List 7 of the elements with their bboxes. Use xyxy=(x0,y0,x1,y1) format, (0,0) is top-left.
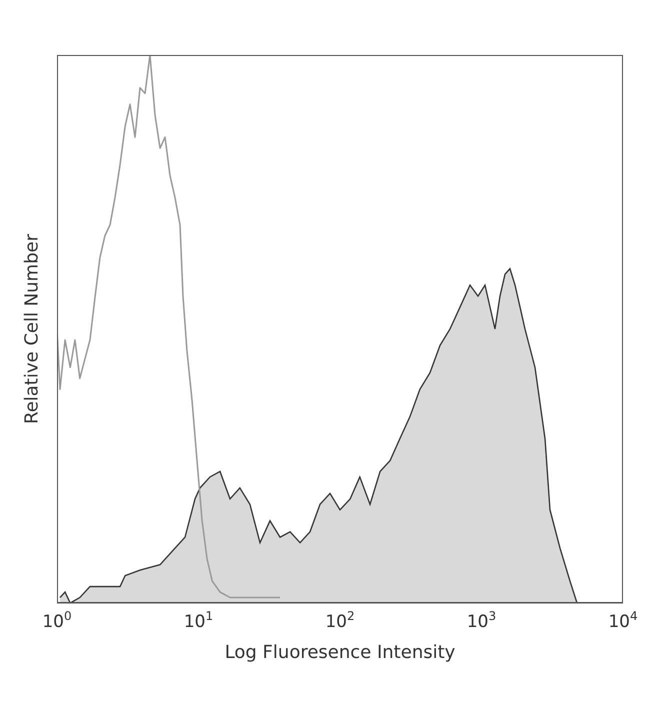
x-tick-label: 10$^{2}$ xyxy=(325,609,355,632)
x-tick-label: 10$^{4}$ xyxy=(608,609,638,632)
x-tick-label: 10$^{3}$ xyxy=(466,609,496,632)
x-axis-title: Log Fluoresence Intensity xyxy=(224,642,456,663)
x-tick-label: 10$^{1}$ xyxy=(184,609,214,632)
y-axis-title: Relative Cell Number xyxy=(22,234,42,424)
x-tick-label: 10$^{0}$ xyxy=(42,609,72,632)
